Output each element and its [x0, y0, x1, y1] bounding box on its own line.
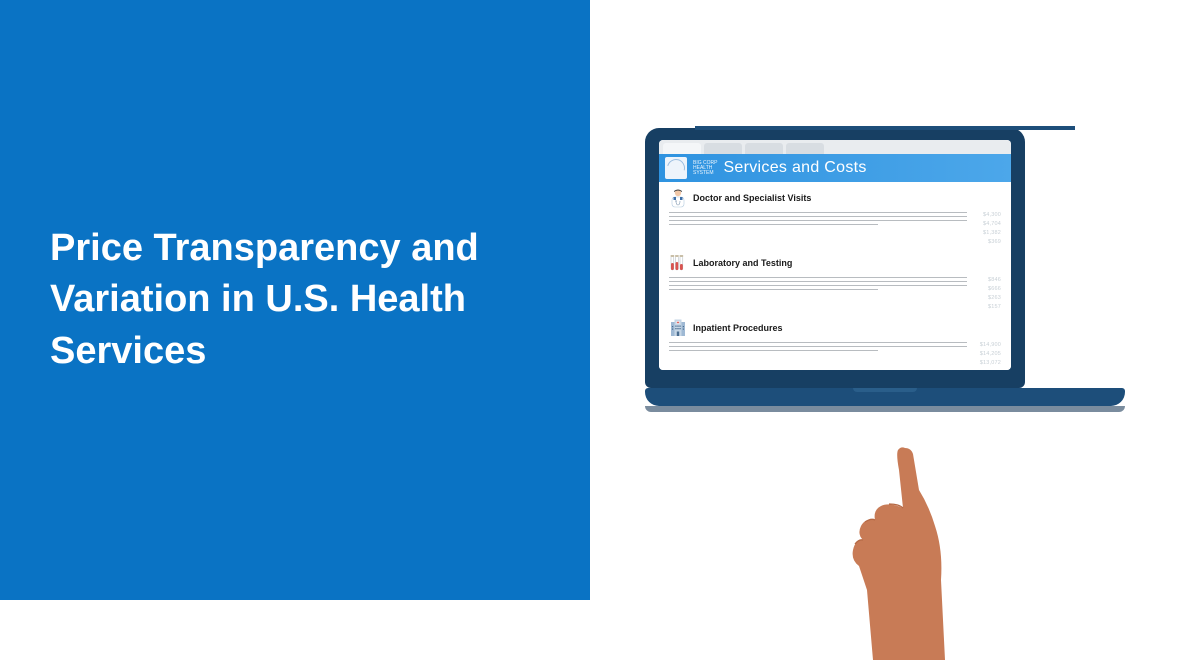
price-value: $4,704 [983, 221, 1001, 227]
laptop-screen: BIG CORP HEALTH SYSTEM Services and Cost… [659, 140, 1011, 370]
section-title: Inpatient Procedures [693, 323, 783, 333]
section-title: Laboratory and Testing [693, 258, 792, 268]
text-line [669, 346, 967, 347]
section-doctor-visits: Doctor and Specialist Visits [669, 188, 1001, 245]
doctor-icon [669, 188, 687, 208]
text-line [669, 224, 878, 225]
price-value: $14,205 [980, 351, 1001, 357]
left-title-panel: Price Transparency and Variation in U.S.… [0, 0, 590, 600]
pointing-hand-icon [829, 440, 989, 660]
text-line [669, 342, 967, 343]
text-line [669, 285, 967, 286]
text-line [669, 220, 967, 221]
price-value: $263 [988, 295, 1001, 301]
browser-tab [704, 143, 742, 154]
price-value: $157 [988, 304, 1001, 310]
hospital-icon [669, 318, 687, 338]
price-value: $1,382 [983, 230, 1001, 236]
laptop-illustration: BIG CORP HEALTH SYSTEM Services and Cost… [645, 128, 1125, 412]
browser-tabs [659, 140, 1011, 154]
section-title: Doctor and Specialist Visits [693, 193, 811, 203]
laptop-base [645, 388, 1125, 406]
price-value: $666 [988, 286, 1001, 292]
text-line [669, 277, 967, 278]
price-value: $846 [988, 277, 1001, 283]
text-line [669, 281, 967, 282]
browser-tab [745, 143, 783, 154]
price-value: $14,900 [980, 342, 1001, 348]
price-value: $369 [988, 239, 1001, 245]
laptop-shadow [645, 406, 1125, 412]
trackpad-notch [853, 388, 917, 392]
illustration-panel: BIG CORP HEALTH SYSTEM Services and Cost… [590, 0, 1180, 600]
services-list: Doctor and Specialist Visits [659, 182, 1011, 370]
section-inpatient: Inpatient Procedures $14,900 [669, 318, 1001, 366]
text-line [669, 350, 878, 351]
logo-text: BIG CORP HEALTH SYSTEM [693, 161, 717, 176]
browser-tab [663, 143, 701, 154]
header-title: Services and Costs [723, 159, 866, 177]
price-value: $13,072 [980, 360, 1001, 366]
price-value: $4,300 [983, 212, 1001, 218]
test-tubes-icon [669, 253, 687, 273]
text-line [669, 212, 967, 213]
text-line [669, 216, 967, 217]
text-line [669, 289, 878, 290]
laptop-hinge [695, 126, 1075, 130]
browser-tab [786, 143, 824, 154]
logo-icon [665, 157, 687, 179]
section-laboratory: Laboratory and Testing $8 [669, 253, 1001, 310]
page-title: Price Transparency and Variation in U.S.… [50, 223, 540, 377]
laptop-screen-frame: BIG CORP HEALTH SYSTEM Services and Cost… [645, 128, 1025, 388]
page-header-bar: BIG CORP HEALTH SYSTEM Services and Cost… [659, 154, 1011, 182]
